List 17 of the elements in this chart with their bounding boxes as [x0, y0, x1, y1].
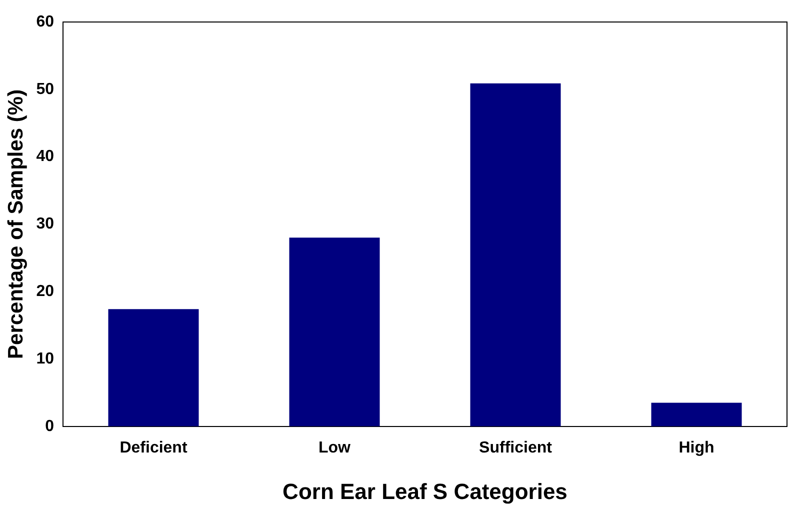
bar	[108, 309, 199, 426]
y-tick-label: 0	[45, 418, 54, 435]
x-axis-title: Corn Ear Leaf S Categories	[282, 478, 568, 504]
y-tick-label: 40	[36, 148, 54, 166]
y-tick-label: 30	[36, 216, 54, 233]
bar	[470, 83, 561, 426]
x-tick-label: Sufficient	[479, 439, 553, 456]
y-tick-label: 50	[36, 80, 54, 98]
y-tick-label: 10	[36, 350, 54, 368]
x-tick-label: High	[678, 439, 714, 456]
bar	[651, 402, 742, 426]
y-axis-title: Percentage of Samples (%)	[4, 89, 28, 359]
bar	[289, 238, 380, 426]
y-tick-label: 20	[36, 283, 54, 300]
x-tick-label: Low	[318, 439, 352, 456]
x-tick-label: Deficient	[120, 439, 188, 456]
y-tick-label: 60	[36, 13, 54, 30]
